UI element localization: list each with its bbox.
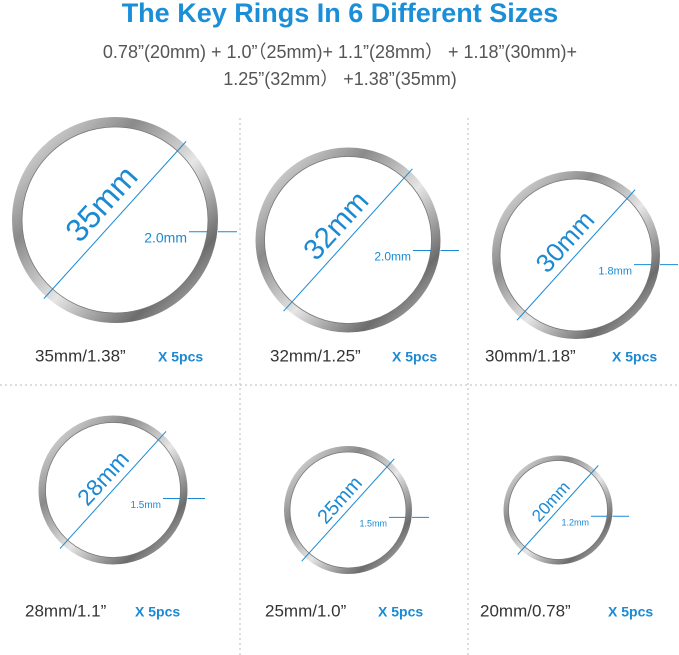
ring-edge	[264, 156, 432, 324]
size-caption: 25mm/1.0”	[265, 601, 347, 620]
size-caption: 35mm/1.38”	[35, 346, 126, 365]
width-label: 2.0mm	[374, 250, 411, 264]
qty-caption: X 5pcs	[158, 349, 203, 365]
width-label: 1.5mm	[359, 519, 387, 529]
diameter-line	[516, 189, 636, 321]
ring	[255, 147, 441, 333]
width-label: 1.2mm	[561, 518, 589, 528]
diameter-line	[517, 465, 599, 555]
width-label: 1.5mm	[130, 500, 161, 511]
qty-caption: X 5pcs	[608, 604, 653, 620]
diameter-label: 32mm	[298, 185, 376, 266]
ring-edge	[508, 460, 608, 560]
diameter-line	[59, 431, 167, 549]
title: The Key Rings In 6 Different Sizes	[122, 0, 559, 28]
dividers	[0, 118, 679, 655]
qty-caption: X 5pcs	[135, 604, 180, 620]
diameter-line	[301, 458, 395, 562]
ring	[12, 117, 218, 323]
size-caption: 30mm/1.18”	[485, 346, 576, 365]
diameter-line	[43, 141, 187, 299]
ring-edge	[499, 178, 653, 332]
ring-edge	[289, 451, 407, 569]
qty-caption: X 5pcs	[612, 349, 657, 365]
size-caption: 28mm/1.1”	[25, 601, 107, 620]
width-label: 2.0mm	[144, 229, 187, 245]
subtitle: 0.78”(20mm) + 1.0”（25mm)+ 1.1”(28mm） + 1…	[103, 42, 577, 62]
qty-caption: X 5pcs	[378, 604, 423, 620]
size-caption: 32mm/1.25”	[270, 346, 361, 365]
ring	[492, 171, 660, 339]
ring	[284, 446, 412, 574]
diameter-line	[283, 168, 413, 312]
ring	[503, 455, 613, 565]
size-caption: 20mm/0.78”	[480, 601, 571, 620]
ring-edge	[45, 422, 181, 558]
ring-edge	[21, 126, 209, 314]
qty-caption: X 5pcs	[392, 349, 437, 365]
width-label: 1.8mm	[598, 266, 632, 278]
ring	[38, 415, 188, 565]
subtitle: 1.25”(32mm） +1.38”(35mm)	[223, 69, 457, 89]
